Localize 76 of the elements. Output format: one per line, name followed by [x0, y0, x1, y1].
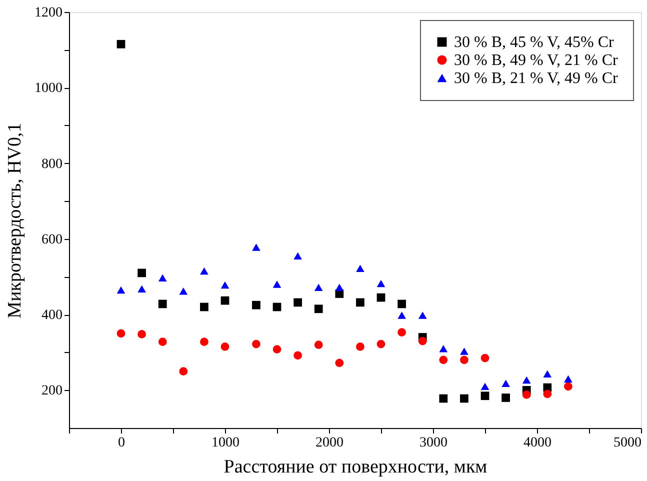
point [116, 329, 126, 338]
y-axis-title: Микротвердость, HV0,1 [4, 122, 26, 318]
point [398, 312, 406, 319]
point [522, 376, 531, 384]
x-tick-label: 5000 [614, 436, 642, 450]
y-tick-label: 600 [42, 232, 62, 248]
point [200, 267, 208, 275]
point [220, 342, 230, 351]
legend-label: 30 % B, 45 % V, 45% Cr [454, 34, 615, 51]
point [138, 330, 146, 338]
point [376, 280, 386, 288]
y-tick-label: 1200 [34, 6, 62, 20]
x-tick-label: 1000 [212, 436, 240, 450]
point [460, 394, 468, 403]
point [460, 356, 468, 364]
point [564, 375, 572, 382]
y-tick-label: 400 [42, 308, 62, 324]
point [314, 304, 323, 314]
point [543, 390, 552, 398]
point [179, 287, 188, 295]
point [480, 392, 490, 400]
point [398, 328, 406, 336]
point [439, 356, 448, 364]
point [116, 40, 126, 48]
point [200, 302, 208, 312]
point [158, 274, 167, 282]
point [138, 285, 146, 292]
point [158, 338, 167, 346]
point [376, 293, 386, 302]
legend-label: 30 % B, 21 % V, 49 % Cr [454, 70, 619, 87]
point [252, 244, 260, 251]
point [294, 351, 302, 360]
point [116, 286, 126, 294]
point [356, 298, 364, 307]
y-tick-label: 200 [42, 384, 62, 399]
point [376, 340, 386, 348]
point [335, 358, 344, 368]
point [138, 268, 146, 278]
point [314, 340, 323, 349]
point [356, 264, 364, 272]
point [272, 302, 282, 312]
point [502, 394, 510, 402]
y-tick-label: 800 [42, 156, 62, 172]
point [564, 382, 572, 391]
x-axis-title: Расстояние от поверхности, мкм [224, 456, 488, 478]
point [294, 298, 302, 307]
point [179, 367, 188, 376]
x-tick-label: 4000 [524, 436, 552, 450]
point [272, 280, 282, 288]
point [356, 342, 364, 351]
point [460, 348, 468, 355]
point [158, 300, 167, 308]
point [439, 344, 448, 352]
x-tick-label: 0 [118, 436, 125, 450]
point [480, 354, 490, 362]
point [418, 336, 427, 346]
point [522, 390, 531, 399]
point [200, 338, 208, 346]
point [543, 370, 552, 378]
point [220, 296, 230, 305]
point [335, 284, 344, 291]
point [314, 284, 323, 291]
point [220, 281, 230, 289]
point [439, 394, 448, 403]
point [418, 312, 427, 319]
point [294, 252, 302, 260]
point [398, 300, 406, 308]
legend-label: 30 % B, 49 % V, 21 % Cr [454, 52, 619, 69]
x-tick-label: 3000 [420, 436, 448, 450]
x-tick-label: 2000 [316, 436, 344, 450]
y-tick-label: 1000 [34, 81, 62, 96]
point [252, 340, 260, 348]
point [272, 345, 282, 354]
point [502, 380, 510, 387]
point [480, 382, 490, 390]
point [252, 300, 260, 310]
